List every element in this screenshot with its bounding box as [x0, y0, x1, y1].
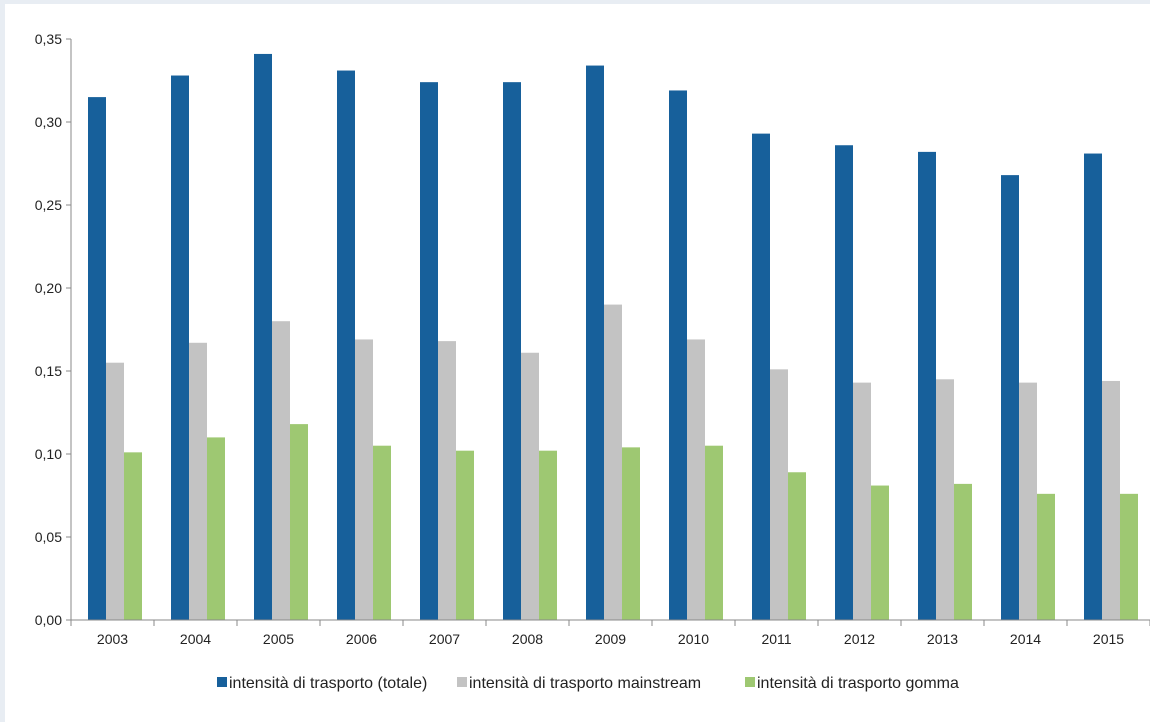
y-tick-label: 0,10	[35, 446, 62, 462]
bar-2-2004	[189, 342, 207, 620]
bar-2-2010	[687, 339, 705, 620]
bar-1-2010	[669, 90, 687, 620]
bar-3-2005	[290, 424, 308, 620]
x-tick-label: 2003	[97, 631, 128, 647]
y-tick-label: 0,35	[35, 31, 62, 47]
bar-2-2014	[1019, 382, 1037, 620]
bar-3-2013	[954, 483, 972, 620]
x-tick-label: 2013	[927, 631, 958, 647]
y-tick-label: 0,05	[35, 529, 62, 545]
bar-2-2009	[604, 304, 622, 620]
legend-label: intensità di trasporto mainstream	[469, 675, 701, 692]
bar-1-2015	[1084, 153, 1102, 621]
bar-3-2010	[705, 445, 723, 620]
legend-swatch	[745, 677, 755, 687]
legend-item-2: intensità di trasporto mainstream	[457, 675, 701, 692]
bar-1-2014	[1001, 175, 1019, 620]
x-tick-label: 2012	[844, 631, 875, 647]
axes-group: 0,00 0,05 0,10 0,15 0,20 0,25 0,30 0,35 2003 2004…	[35, 31, 1150, 647]
legend-item-3: intensità di trasporto gomma	[745, 675, 959, 692]
x-tick-label: 2014	[1010, 631, 1041, 647]
bar-2-2007	[438, 341, 456, 620]
x-tick-label: 2015	[1093, 631, 1124, 647]
bar-2-2003	[106, 362, 124, 620]
bar-2-2012	[853, 382, 871, 620]
x-tick-label: 2005	[263, 631, 294, 647]
bar-2-2005	[272, 321, 290, 620]
y-tick-label: 0,00	[35, 612, 62, 628]
y-tick-label: 0,20	[35, 280, 62, 296]
legend-item-1: intensità di trasporto (totale)	[217, 675, 427, 692]
y-tick-label: 0,30	[35, 114, 62, 130]
legend-swatch	[217, 677, 227, 687]
x-tick-label: 2004	[180, 631, 211, 647]
bar-3-2009	[622, 447, 640, 620]
bar-3-2004	[207, 437, 225, 620]
legend-label: intensità di trasporto (totale)	[229, 675, 427, 692]
legend-label: intensità di trasporto gomma	[757, 675, 959, 692]
bar-2-2006	[355, 339, 373, 620]
x-tick-label: 2006	[346, 631, 377, 647]
chart-frame: 0,00 0,05 0,10 0,15 0,20 0,25 0,30 0,35 2003 2004…	[5, 4, 1150, 722]
y-tick-label: 0,25	[35, 197, 62, 213]
bar-3-2011	[788, 472, 806, 620]
bar-1-2011	[752, 133, 770, 620]
bar-1-2005	[254, 53, 272, 620]
x-tick-label: 2009	[595, 631, 626, 647]
bar-3-2014	[1037, 493, 1055, 620]
bar-1-2013	[918, 151, 936, 620]
bars-group	[88, 53, 1138, 621]
bar-2-2011	[770, 369, 788, 620]
bar-1-2012	[835, 145, 853, 621]
x-tick-label: 2007	[429, 631, 460, 647]
bar-2-2008	[521, 352, 539, 620]
bar-3-2007	[456, 450, 474, 620]
y-tick-label: 0,15	[35, 363, 62, 379]
bar-3-2015	[1120, 493, 1138, 620]
x-tick-label: 2010	[678, 631, 709, 647]
x-tick-label: 2008	[512, 631, 543, 647]
bar-2-2013	[936, 379, 954, 620]
legend: intensità di trasporto (totale) intensità…	[217, 675, 959, 692]
x-tick-label: 2011	[761, 631, 791, 647]
bar-1-2007	[420, 82, 438, 620]
bar-1-2009	[586, 65, 604, 620]
bar-1-2004	[171, 75, 189, 620]
bar-1-2006	[337, 70, 355, 621]
bar-3-2012	[871, 485, 889, 620]
bar-3-2003	[124, 452, 142, 620]
bar-2-2015	[1102, 380, 1120, 620]
bar-1-2008	[503, 82, 521, 620]
bar-3-2006	[373, 445, 391, 620]
bar-chart: 0,00 0,05 0,10 0,15 0,20 0,25 0,30 0,35 2003 2004…	[35, 31, 1150, 692]
legend-swatch	[457, 677, 467, 687]
bar-1-2003	[88, 97, 106, 621]
bar-3-2008	[539, 450, 557, 620]
